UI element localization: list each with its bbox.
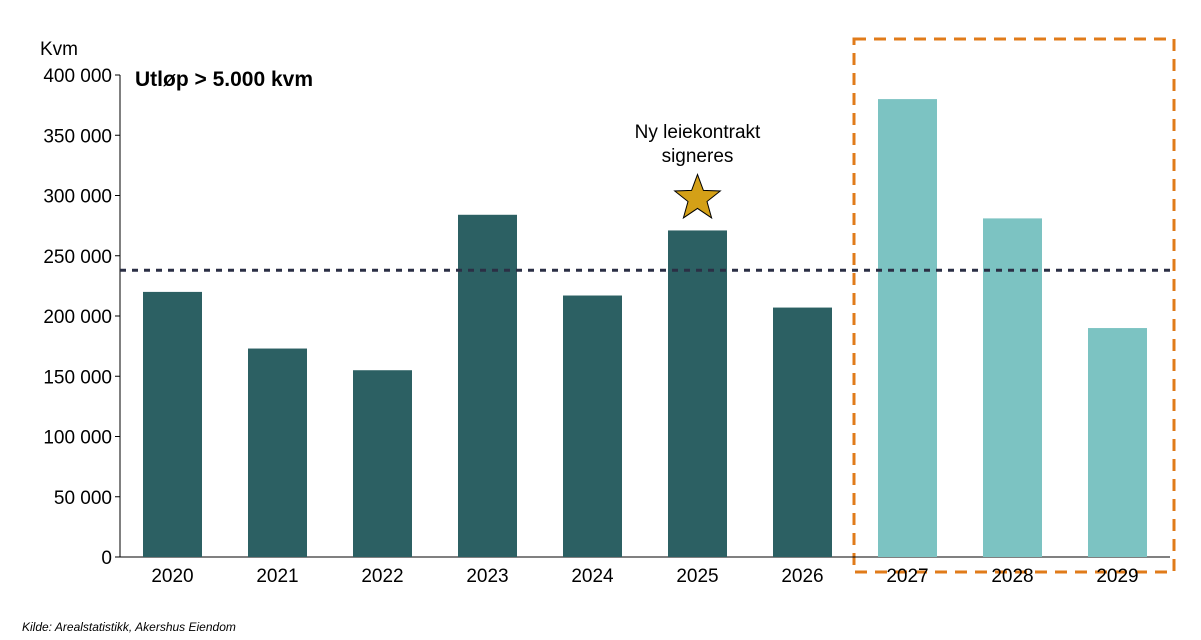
x-tick-label: 2024 (571, 566, 614, 587)
bar-2028 (983, 218, 1042, 557)
y-tick-label: 250 000 (43, 247, 112, 268)
x-tick-label: 2028 (991, 566, 1033, 587)
x-tick-label: 2025 (676, 566, 718, 587)
y-tick-label: 350 000 (43, 126, 112, 147)
x-tick-label: 2023 (466, 566, 508, 587)
bar-2022 (353, 370, 412, 557)
chart-title: Utløp > 5.000 kvm (135, 68, 313, 91)
bar-2029 (1088, 328, 1147, 557)
x-tick-label: 2022 (361, 566, 403, 587)
bar-2026 (773, 307, 832, 557)
y-tick-label: 200 000 (43, 307, 112, 328)
y-tick-label: 50 000 (54, 488, 112, 509)
x-tick-label: 2020 (151, 566, 193, 587)
y-tick-label: 400 000 (43, 66, 112, 87)
annotation-text: signeres (662, 146, 734, 167)
bar-2025 (668, 230, 727, 557)
bar-2023 (458, 214, 517, 557)
x-tick-label: 2021 (256, 566, 298, 587)
bar-2020 (143, 291, 202, 557)
x-tick-label: 2026 (781, 566, 823, 587)
y-tick-label: 100 000 (43, 428, 112, 449)
star-icon (673, 172, 722, 220)
y-tick-label: 150 000 (43, 367, 112, 388)
y-axis-label: Kvm (40, 39, 78, 60)
annotation-text: Ny leiekontrakt (635, 122, 761, 143)
x-tick-label: 2029 (1096, 566, 1138, 587)
bar-2027 (878, 99, 937, 557)
x-tick-label: 2027 (886, 566, 928, 587)
y-tick-label: 0 (101, 548, 112, 569)
bar-2021 (248, 348, 307, 557)
source-note: Kilde: Arealstatistikk, Akershus Eiendom (22, 620, 236, 634)
forecast-highlight-box (852, 37, 1176, 574)
bar-2024 (563, 295, 622, 557)
y-tick-label: 300 000 (43, 187, 112, 208)
